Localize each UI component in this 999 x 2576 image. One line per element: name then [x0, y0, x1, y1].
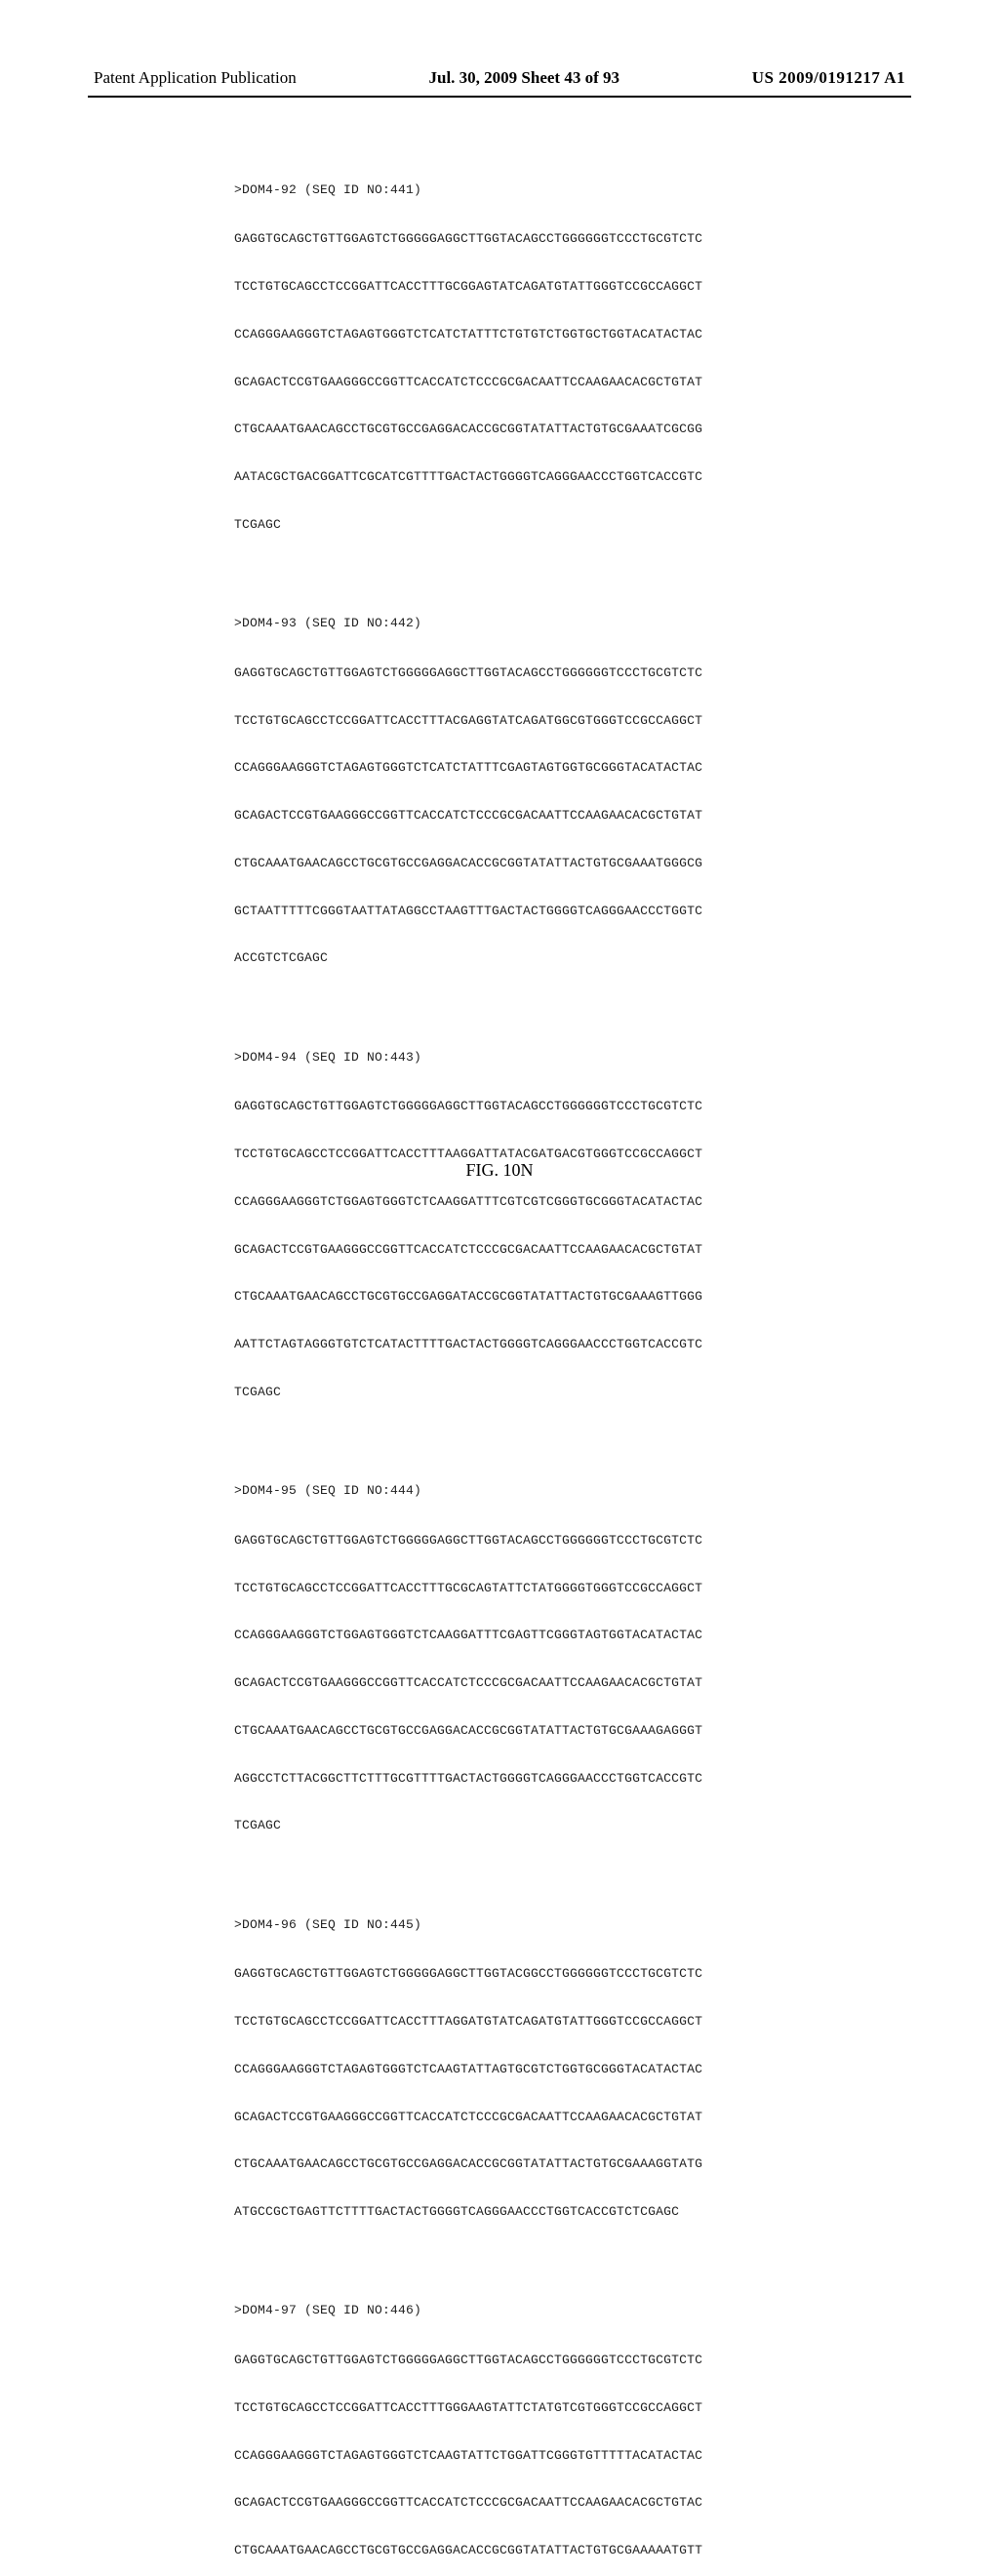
sequence-line: GCAGACTCCGTGAAGGGCCGGTTCACCATCTCCCGCGACA…: [234, 1242, 911, 1258]
sequence-line: CCAGGGAAGGGTCTGGAGTGGGTCTCAAGGATTTCGTCGT…: [234, 1194, 911, 1210]
sequence-title: >DOM4-92 (SEQ ID NO:441): [234, 182, 911, 198]
sequence-line: AATACGCTGACGGATTCGCATCGTTTTGACTACTGGGGTC…: [234, 469, 911, 485]
sequence-line: CCAGGGAAGGGTCTAGAGTGGGTCTCATCTATTTCTGTGT…: [234, 327, 911, 342]
sequence-title: >DOM4-93 (SEQ ID NO:442): [234, 616, 911, 631]
sequence-line: TCCTGTGCAGCCTCCGGATTCACCTTTACGAGGTATCAGA…: [234, 713, 911, 729]
sequence-line: TCGAGC: [234, 1385, 911, 1400]
sequence-line: GAGGTGCAGCTGTTGGAGTCTGGGGGAGGCTTGGTACGGC…: [234, 1966, 911, 1982]
sequence-line: TCGAGC: [234, 1818, 911, 1833]
sequence-line: CTGCAAATGAACAGCCTGCGTGCCGAGGACACCGCGGTAT…: [234, 422, 911, 437]
sequence-line: GAGGTGCAGCTGTTGGAGTCTGGGGGAGGCTTGGTACAGC…: [234, 1099, 911, 1114]
sequence-line: AGGCCTCTTACGGCTTCTTTGCGTTTTGACTACTGGGGTC…: [234, 1771, 911, 1787]
figure-label: FIG. 10N: [0, 1160, 999, 1181]
sequence-line: GCAGACTCCGTGAAGGGCCGGTTCACCATCTCCCGCGACA…: [234, 808, 911, 824]
sequence-title: >DOM4-96 (SEQ ID NO:445): [234, 1917, 911, 1933]
page-header: Patent Application Publication Jul. 30, …: [88, 68, 911, 94]
sequence-line: CTGCAAATGAACAGCCTGCGTGCCGAGGACACCGCGGTAT…: [234, 1723, 911, 1739]
sequence-line: GAGGTGCAGCTGTTGGAGTCTGGGGGAGGCTTGGTACAGC…: [234, 2353, 911, 2368]
sequence-line: GCAGACTCCGTGAAGGGCCGGTTCACCATCTCCCGCGACA…: [234, 375, 911, 390]
sequence-line: CTGCAAATGAACAGCCTGCGTGCCGAGGACACCGCGGTAT…: [234, 2543, 911, 2558]
sequence-line: GAGGTGCAGCTGTTGGAGTCTGGGGGAGGCTTGGTACAGC…: [234, 231, 911, 247]
sequence-line: AATTCTAGTAGGGTGTCTCATACTTTTGACTACTGGGGTC…: [234, 1337, 911, 1352]
sequence-line: GCAGACTCCGTGAAGGGCCGGTTCACCATCTCCCGCGACA…: [234, 2495, 911, 2511]
sequence-block: >DOM4-95 (SEQ ID NO:444) GAGGTGCAGCTGTTG…: [234, 1452, 911, 1867]
header-left: Patent Application Publication: [94, 68, 297, 88]
sequence-block: >DOM4-93 (SEQ ID NO:442) GAGGTGCAGCTGTTG…: [234, 584, 911, 999]
sequence-line: GAGGTGCAGCTGTTGGAGTCTGGGGGAGGCTTGGTACAGC…: [234, 665, 911, 681]
sequence-block: >DOM4-92 (SEQ ID NO:441) GAGGTGCAGCTGTTG…: [234, 150, 911, 565]
sequence-line: TCCTGTGCAGCCTCCGGATTCACCTTTGGGAAGTATTCTA…: [234, 2400, 911, 2416]
sequence-title: >DOM4-97 (SEQ ID NO:446): [234, 2303, 911, 2318]
sequence-line: CTGCAAATGAACAGCCTGCGTGCCGAGGACACCGCGGTAT…: [234, 2156, 911, 2172]
sequence-line: CCAGGGAAGGGTCTGGAGTGGGTCTCAAGGATTTCGAGTT…: [234, 1628, 911, 1643]
sequence-line: CTGCAAATGAACAGCCTGCGTGCCGAGGATACCGCGGTAT…: [234, 1289, 911, 1305]
sequence-line: TCCTGTGCAGCCTCCGGATTCACCTTTAGGATGTATCAGA…: [234, 2014, 911, 2030]
sequence-line: GCAGACTCCGTGAAGGGCCGGTTCACCATCTCCCGCGACA…: [234, 1675, 911, 1691]
sequence-block: >DOM4-97 (SEQ ID NO:446) GAGGTGCAGCTGTTG…: [234, 2272, 911, 2576]
sequence-line: CCAGGGAAGGGTCTAGAGTGGGTCTCAAGTATTAGTGCGT…: [234, 2062, 911, 2077]
header-center: Jul. 30, 2009 Sheet 43 of 93: [428, 68, 619, 88]
sequence-line: TCCTGTGCAGCCTCCGGATTCACCTTTGCGCAGTATTCTA…: [234, 1581, 911, 1596]
sequence-line: CCAGGGAAGGGTCTAGAGTGGGTCTCATCTATTTCGAGTA…: [234, 760, 911, 776]
sequence-line: CCAGGGAAGGGTCTAGAGTGGGTCTCAAGTATTCTGGATT…: [234, 2448, 911, 2464]
sequence-line: ACCGTCTCGAGC: [234, 950, 911, 966]
sequence-line: TCCTGTGCAGCCTCCGGATTCACCTTTGCGGAGTATCAGA…: [234, 279, 911, 295]
sequence-line: GCAGACTCCGTGAAGGGCCGGTTCACCATCTCCCGCGACA…: [234, 2110, 911, 2125]
sequence-line: CTGCAAATGAACAGCCTGCGTGCCGAGGACACCGCGGTAT…: [234, 856, 911, 871]
header-right: US 2009/0191217 A1: [752, 68, 905, 88]
sequence-line: GCTAATTTTTCGGGTAATTATAGGCCTAAGTTTGACTACT…: [234, 904, 911, 919]
sequence-title: >DOM4-95 (SEQ ID NO:444): [234, 1483, 911, 1499]
sequence-line: TCGAGC: [234, 517, 911, 533]
sequence-line: ATGCCGCTGAGTTCTTTTGACTACTGGGGTCAGGGAACCC…: [234, 2204, 911, 2220]
sequence-block: >DOM4-96 (SEQ ID NO:445) GAGGTGCAGCTGTTG…: [234, 1885, 911, 2252]
sequence-line: GAGGTGCAGCTGTTGGAGTCTGGGGGAGGCTTGGTACAGC…: [234, 1533, 911, 1549]
sequence-title: >DOM4-94 (SEQ ID NO:443): [234, 1050, 911, 1066]
sequence-block: >DOM4-94 (SEQ ID NO:443) GAGGTGCAGCTGTTG…: [234, 1018, 911, 1432]
sequence-content: >DOM4-92 (SEQ ID NO:441) GAGGTGCAGCTGTTG…: [88, 98, 911, 2576]
